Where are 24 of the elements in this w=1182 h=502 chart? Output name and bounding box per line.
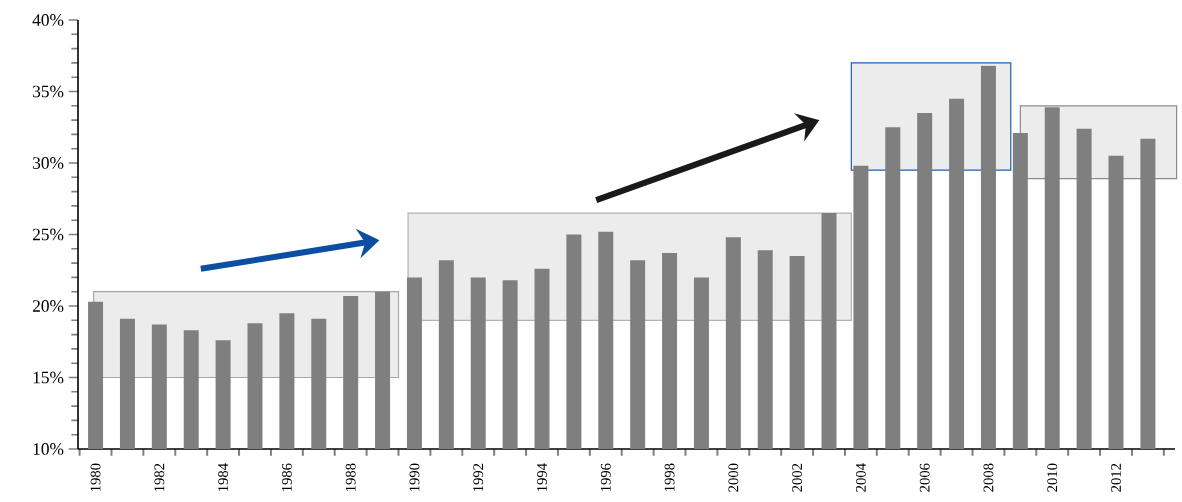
x-tick-label: 1982 xyxy=(154,463,165,492)
y-tick-label: 40% xyxy=(32,14,64,26)
x-tick-label: 1998 xyxy=(664,463,675,492)
x-tick-label: 2012 xyxy=(1111,463,1121,492)
x-tick-label: 1992 xyxy=(473,463,484,492)
y-tick-label: 25% xyxy=(32,228,64,241)
y-tick-label: 15% xyxy=(33,371,64,384)
y-tick-label: 35% xyxy=(33,85,64,98)
x-tick-label: 2006 xyxy=(919,463,930,492)
x-tick-label: 1980 xyxy=(90,463,101,492)
x-tick-label: 1996 xyxy=(600,463,611,492)
x-tick-label: 1988 xyxy=(345,463,356,492)
y-tick-label: 20% xyxy=(32,300,64,312)
x-tick-label: 1994 xyxy=(537,463,547,492)
x-tick-label: 2010 xyxy=(1047,463,1058,492)
x-tick-label: 2000 xyxy=(728,463,739,492)
x-tick-label: 2008 xyxy=(983,463,994,492)
y-tick-label: 10% xyxy=(33,443,64,455)
y-tick-label: 30% xyxy=(33,157,64,169)
x-tick-label: 2004 xyxy=(855,463,866,492)
x-tick-label: 1990 xyxy=(409,463,420,492)
x-tick-label: 2002 xyxy=(792,463,803,492)
x-tick-label: 1986 xyxy=(281,463,292,492)
x-tick-label: 1984 xyxy=(218,463,229,492)
